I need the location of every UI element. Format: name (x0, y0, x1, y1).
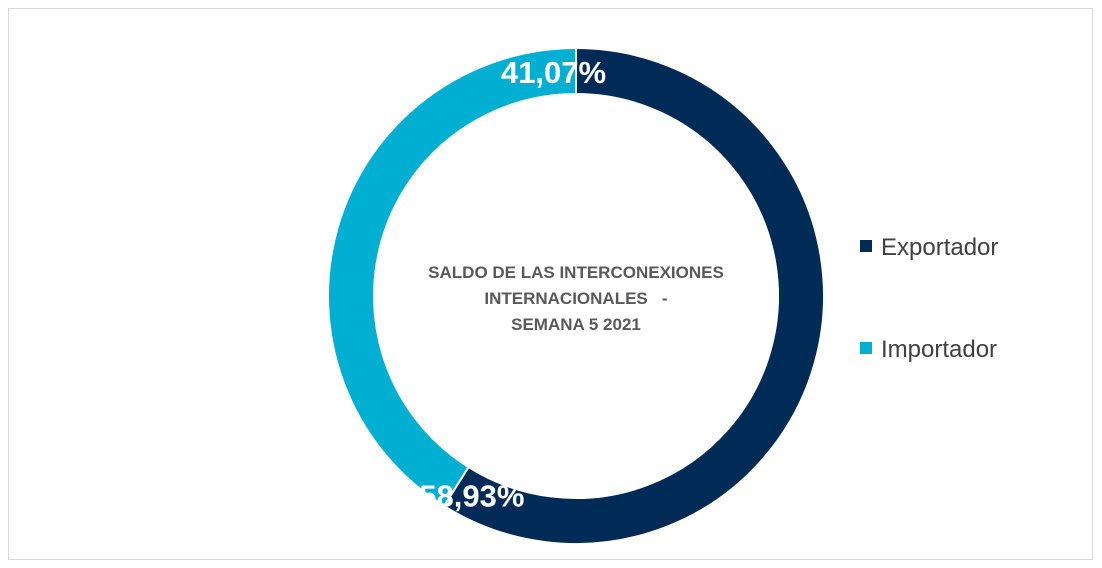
slice-importador (327, 46, 577, 508)
chart-frame (8, 8, 1093, 560)
legend-swatch-importador (860, 342, 872, 354)
labels-group: 58,93% 41,07% (419, 55, 606, 513)
legend-label-importador: Importador (881, 336, 997, 363)
chart-title-line-1: SALDO DE LAS INTERCONEXIONES (428, 263, 724, 282)
data-label-importador: 41,07% (501, 55, 606, 90)
data-label-exportador: 58,93% (419, 478, 524, 513)
slices-group (327, 46, 825, 545)
legend-swatch-exportador (860, 240, 872, 252)
chart-title-line-2: INTERNACIONALES - (484, 289, 667, 308)
slice-exportador (442, 46, 825, 545)
chart-title-line-3: SEMANA 5 2021 (511, 315, 641, 334)
legend: Exportador Importador (860, 234, 998, 363)
legend-label-exportador: Exportador (881, 234, 998, 261)
